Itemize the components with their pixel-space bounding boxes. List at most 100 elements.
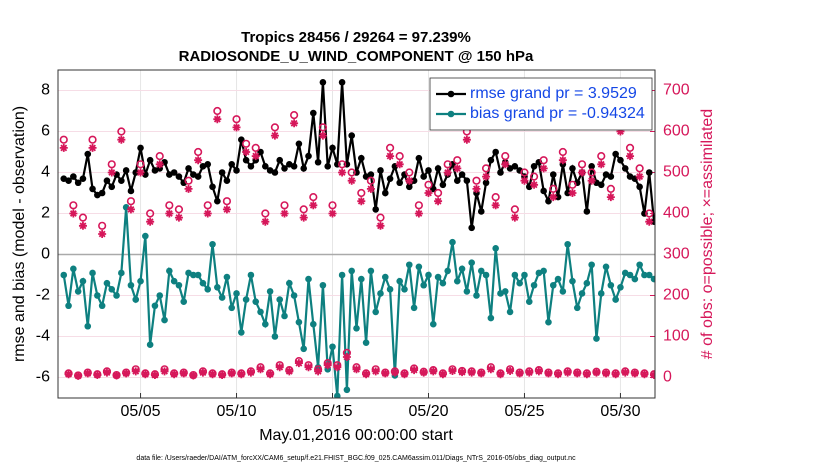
legend-label: bias grand pr = -0.94324 (470, 105, 645, 122)
point (78, 221, 87, 230)
point (429, 320, 437, 328)
point (376, 213, 385, 222)
point (257, 308, 264, 316)
point (616, 127, 625, 136)
point (261, 217, 270, 226)
point (410, 366, 419, 375)
point (497, 169, 504, 176)
point (592, 368, 601, 377)
point (242, 148, 251, 156)
point (477, 267, 485, 275)
point (395, 152, 404, 161)
point (107, 168, 116, 177)
point (89, 269, 96, 277)
point (458, 171, 466, 178)
point (385, 143, 395, 152)
point (117, 127, 126, 136)
point (467, 368, 476, 377)
point (530, 281, 538, 289)
point (295, 318, 303, 326)
y2-tick-label: 700 (663, 82, 690, 99)
point (611, 370, 620, 379)
point (93, 371, 102, 380)
point (166, 267, 173, 275)
point (636, 183, 643, 191)
point (558, 147, 567, 157)
point (563, 368, 572, 377)
point (310, 109, 317, 117)
point (520, 168, 529, 177)
point (276, 296, 284, 303)
point (367, 267, 375, 275)
point (338, 271, 346, 279)
point (155, 160, 164, 169)
point (319, 281, 327, 289)
point (227, 369, 236, 378)
point (400, 370, 409, 379)
point (242, 296, 250, 303)
point (238, 329, 245, 336)
point (549, 281, 557, 289)
point (222, 205, 231, 214)
point (271, 333, 279, 340)
point (569, 165, 576, 172)
point (357, 154, 365, 162)
point (405, 168, 414, 177)
point (462, 135, 471, 144)
point (170, 277, 178, 285)
point (443, 168, 452, 177)
point (155, 152, 164, 161)
point (89, 185, 96, 193)
point (314, 367, 323, 376)
point (112, 371, 121, 380)
point (64, 370, 73, 379)
point (299, 213, 308, 222)
point (424, 189, 433, 197)
point (251, 143, 260, 152)
point (414, 209, 423, 218)
point (137, 144, 144, 152)
legend-marker (447, 110, 455, 118)
point (396, 179, 403, 187)
point (146, 341, 154, 349)
point (323, 361, 332, 370)
plot-area (59, 79, 655, 398)
point (318, 131, 327, 140)
point (98, 230, 107, 238)
point (314, 158, 322, 166)
point (103, 177, 111, 184)
point (328, 201, 337, 210)
point (558, 156, 567, 165)
point (88, 135, 97, 144)
point (194, 147, 203, 157)
point (396, 277, 403, 285)
point (213, 106, 222, 116)
point (305, 152, 312, 160)
point (203, 209, 212, 218)
point (347, 176, 356, 185)
point (232, 115, 241, 124)
point (534, 367, 543, 376)
point (290, 110, 299, 120)
point (510, 205, 519, 214)
point (492, 245, 499, 252)
point (472, 184, 481, 193)
point (530, 163, 538, 170)
plot-frame (57, 69, 656, 399)
point (607, 281, 615, 289)
chart-title: Tropics 28456 / 29264 = 97.239% (241, 29, 471, 46)
point (60, 271, 68, 279)
point (621, 368, 630, 377)
point (74, 371, 83, 380)
y-axis-label: rmse and bias (model - observation) (11, 106, 28, 362)
point (621, 165, 629, 172)
point (650, 371, 655, 380)
point (204, 286, 212, 293)
point (300, 165, 308, 172)
point (425, 167, 432, 174)
point (281, 165, 288, 172)
point (262, 320, 269, 328)
point (117, 135, 126, 144)
point (463, 177, 471, 184)
point (218, 294, 226, 301)
